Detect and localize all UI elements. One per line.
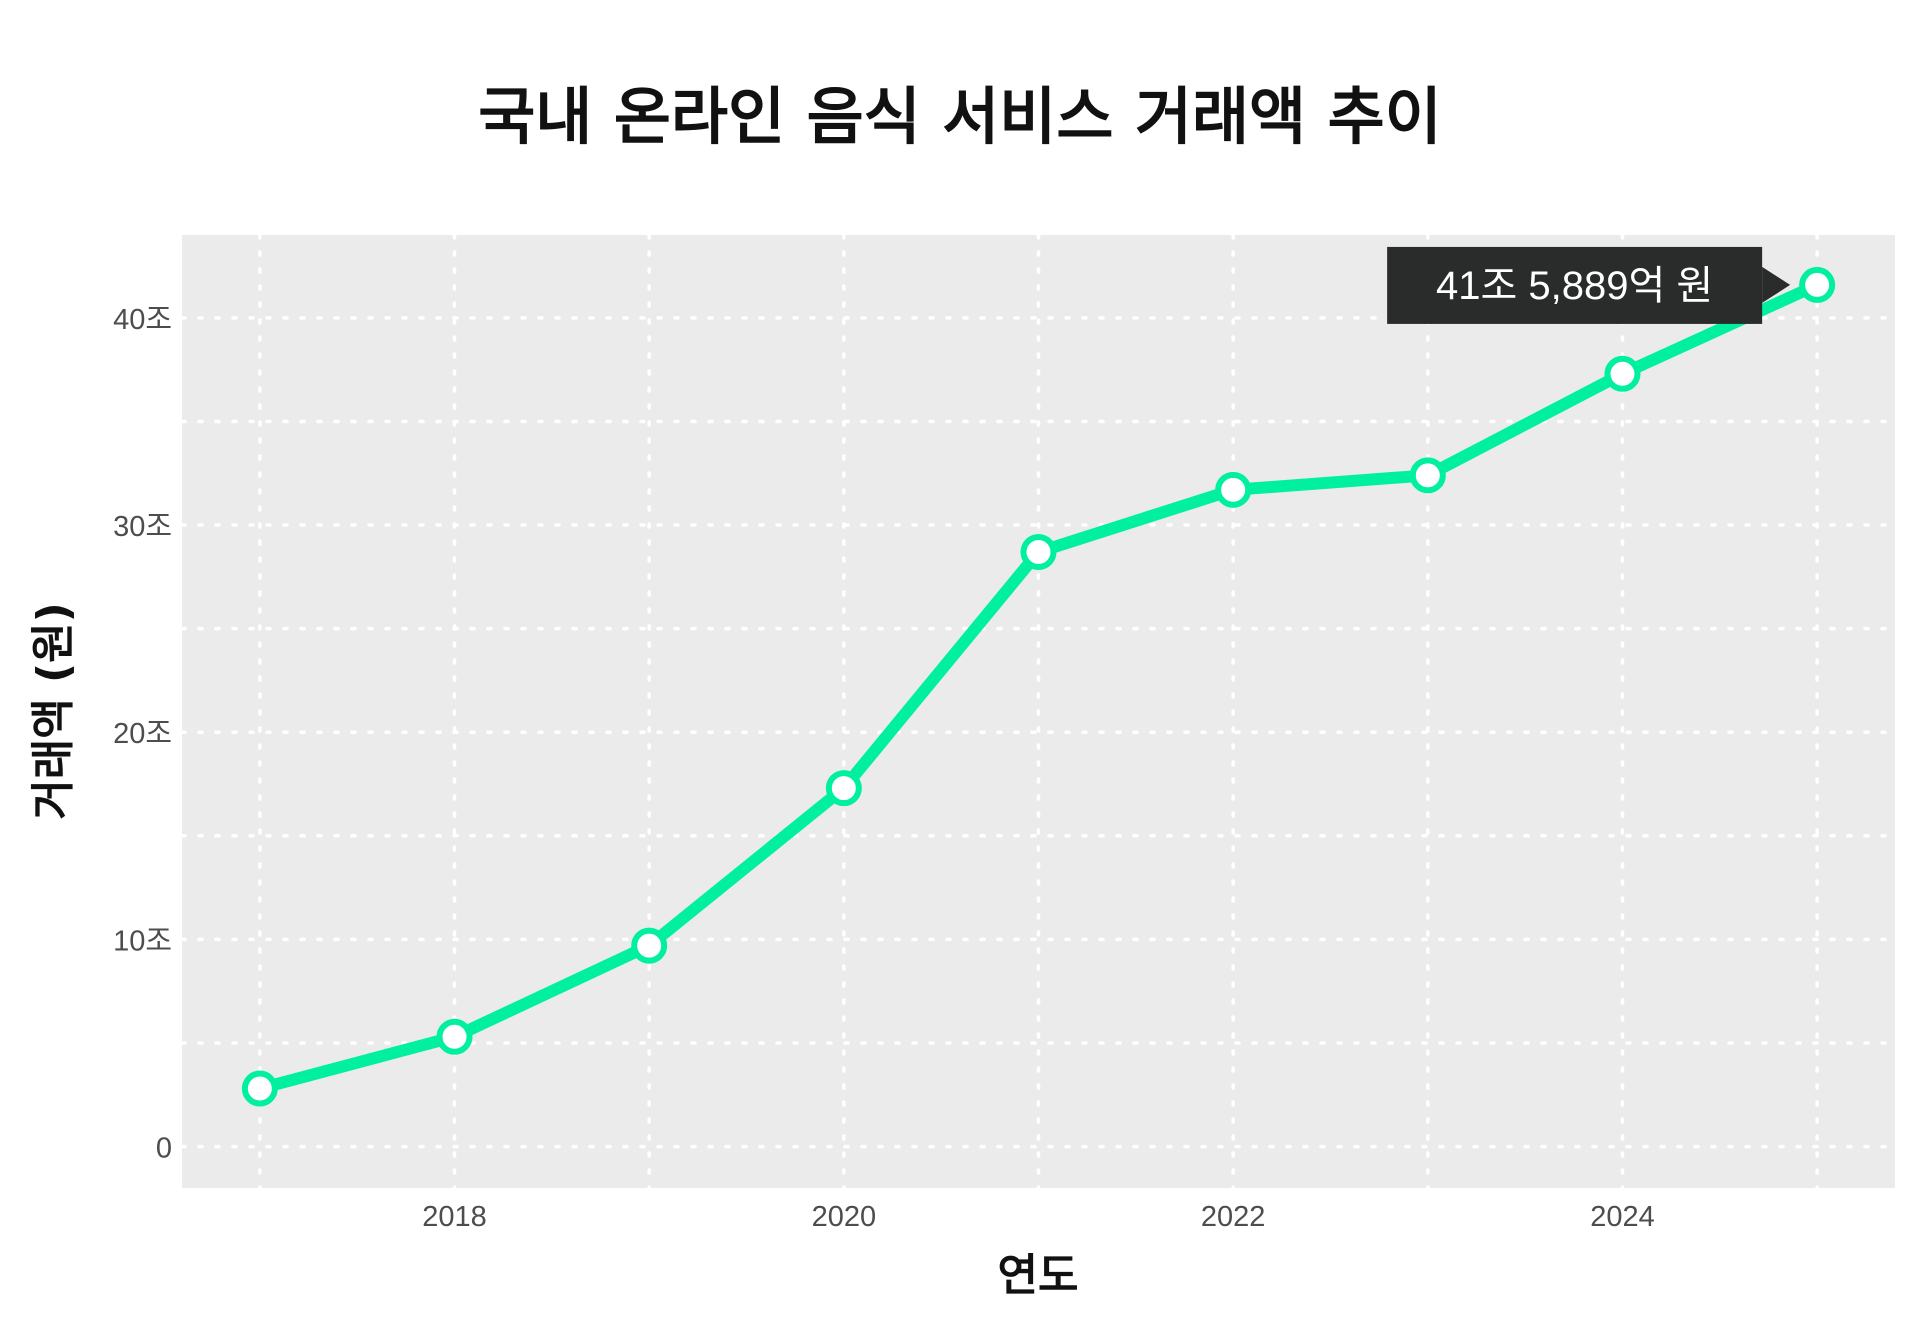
data-point [241, 1070, 278, 1107]
annotation-label: 41조 5,889억 원 [1436, 264, 1713, 308]
y-axis-ticks: 0 10조 20조 30조 40조 [113, 304, 172, 1165]
data-points [241, 266, 1836, 1107]
annotation-callout: 41조 5,889억 원 [1387, 246, 1791, 324]
y-tick-label: 10조 [113, 925, 172, 957]
x-axis-label: 연도 [998, 1250, 1079, 1301]
x-tick-label: 2022 [1201, 1201, 1266, 1233]
annotation-box [1387, 246, 1763, 324]
x-tick-label: 2020 [812, 1201, 877, 1233]
annotation-arrow [1762, 266, 1791, 303]
data-point [825, 770, 862, 807]
y-tick-label: 20조 [113, 718, 172, 750]
data-point [1604, 355, 1641, 392]
x-tick-label: 2024 [1590, 1201, 1655, 1233]
x-tick-label: 2018 [422, 1201, 487, 1233]
x-axis-ticks: 2018 2020 2022 2024 [422, 1201, 1654, 1233]
data-point [436, 1018, 473, 1055]
y-tick-label: 0 [156, 1133, 172, 1165]
data-point [1409, 457, 1446, 494]
grid-lines [180, 233, 1897, 1190]
chart-title: 국내 온라인 음식 서비스 거래액 추이 [478, 80, 1442, 153]
y-tick-label: 30조 [113, 511, 172, 543]
data-point [1799, 266, 1836, 303]
y-tick-label: 40조 [113, 304, 172, 336]
y-axis-label: 거래액 (원) [28, 602, 79, 819]
data-point [1215, 471, 1252, 508]
data-point [631, 927, 668, 964]
data-point [1020, 533, 1057, 570]
